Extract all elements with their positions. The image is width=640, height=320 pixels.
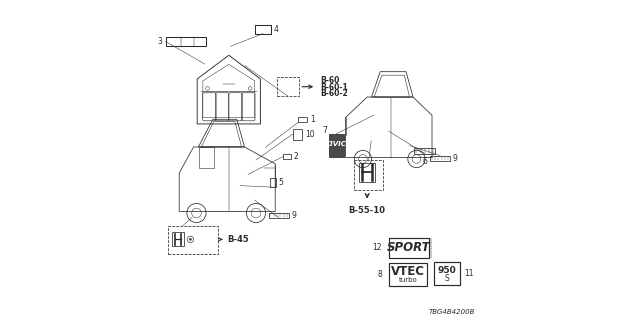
Bar (354, 160, 383, 190)
Text: 9: 9 (291, 211, 296, 220)
Text: 8: 8 (377, 270, 381, 279)
Text: 3: 3 (157, 37, 162, 46)
Bar (430, 156, 450, 161)
Bar (283, 154, 291, 159)
Bar (434, 262, 460, 285)
Text: B-45: B-45 (227, 235, 249, 244)
Bar (166, 37, 206, 46)
Text: S: S (445, 274, 449, 283)
Text: 5: 5 (279, 178, 284, 187)
Bar (277, 77, 298, 96)
Bar (168, 226, 218, 254)
Bar (415, 148, 435, 154)
Text: B-55-10: B-55-10 (349, 206, 386, 215)
Bar (255, 25, 271, 34)
Text: CIVIC: CIVIC (326, 141, 347, 147)
Text: 7: 7 (323, 126, 327, 135)
Bar (329, 134, 344, 157)
Text: 9: 9 (452, 154, 457, 163)
Text: 4: 4 (273, 25, 278, 34)
Text: VTEC: VTEC (391, 265, 425, 278)
Bar (298, 117, 307, 122)
Text: TBG4B4200B: TBG4B4200B (429, 309, 475, 315)
Text: SPORT: SPORT (387, 241, 431, 254)
Bar (388, 263, 428, 286)
Text: 6: 6 (422, 157, 428, 166)
Bar (269, 213, 289, 218)
Text: turbo: turbo (399, 277, 417, 283)
Text: 950: 950 (438, 266, 456, 275)
Bar (359, 163, 376, 182)
Text: 11: 11 (464, 269, 474, 278)
Text: 12: 12 (372, 244, 381, 252)
Text: B-60: B-60 (320, 76, 339, 85)
Text: 1: 1 (310, 115, 314, 124)
Text: B-60-2: B-60-2 (320, 89, 348, 98)
Bar (270, 178, 276, 187)
Bar (388, 238, 429, 258)
Text: 10: 10 (305, 130, 315, 139)
Bar (292, 129, 302, 140)
Text: 2: 2 (293, 152, 298, 161)
Circle shape (189, 238, 192, 241)
Text: B-60-1: B-60-1 (320, 83, 348, 92)
